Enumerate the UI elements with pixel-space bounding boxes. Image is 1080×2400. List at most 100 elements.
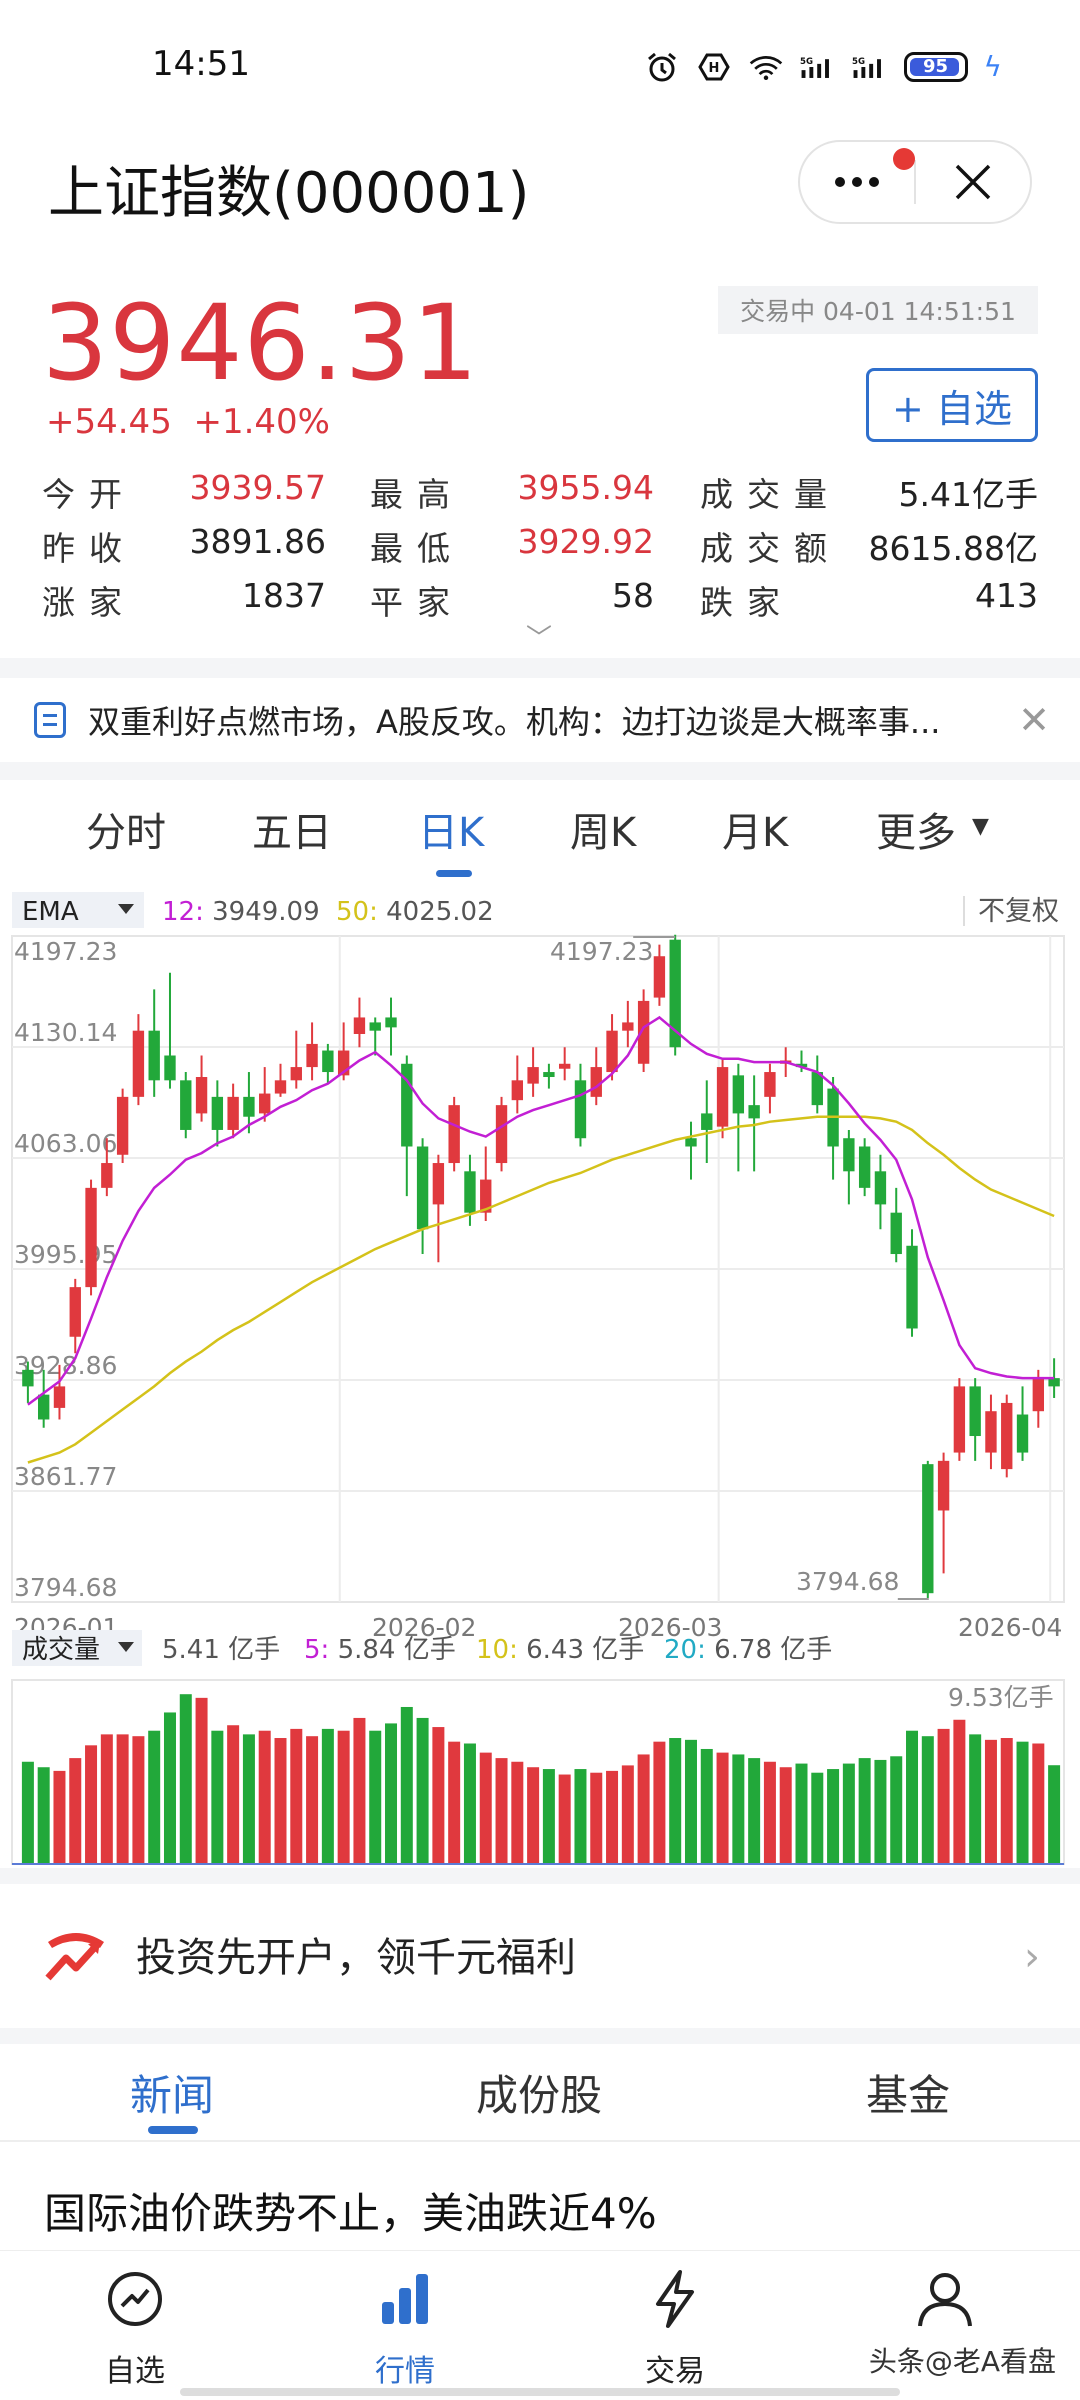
volume-bar xyxy=(763,1761,776,1864)
home-indicator xyxy=(180,2388,900,2396)
nav-item-4[interactable]: 我的 xyxy=(810,2254,1080,2400)
more-dots-icon xyxy=(835,177,879,187)
y-tick-label: 4130.14 xyxy=(14,1018,117,1047)
candle-up xyxy=(85,1187,97,1288)
volume-bar xyxy=(337,1730,350,1864)
volume-bar xyxy=(637,1754,650,1864)
news-headline[interactable]: 国际油价跌势不止，美油跌近4% xyxy=(44,2189,657,2238)
stat-value: 5.41亿手 xyxy=(898,475,1038,514)
promo-banner[interactable]: 投资先开户，领千元福利 › xyxy=(0,1882,1080,2026)
content-tab-2[interactable]: 成份股 xyxy=(476,2071,603,2120)
y-tick-label: 4197.23 xyxy=(14,937,117,966)
volume-bar xyxy=(1016,1741,1029,1864)
candle-down xyxy=(148,1030,160,1081)
volume-bar xyxy=(132,1736,145,1864)
kline-chart[interactable]: EMA 12: 3949.09 50: 4025.02 不复权 4197.23 4130.… xyxy=(0,880,1080,1880)
volume-label: 成交量 xyxy=(22,1635,100,1665)
volume-bar xyxy=(69,1758,82,1864)
add-watchlist-button[interactable]: + 自选 xyxy=(866,368,1038,442)
volume-bar xyxy=(163,1712,176,1864)
volume-bar xyxy=(953,1719,966,1864)
content-tab-3[interactable]: 基金 xyxy=(866,2071,951,2120)
candle-down xyxy=(969,1386,981,1437)
volume-bar xyxy=(37,1767,50,1864)
news-ticker[interactable]: 双重利好点燃市场，A股反攻。机构：边打边谈是大概率事... ✕ xyxy=(0,680,1080,760)
volume-bar xyxy=(179,1694,192,1864)
volume-bar xyxy=(558,1774,571,1864)
alarm-icon xyxy=(644,51,680,83)
candle-up xyxy=(432,1163,445,1205)
page-title: 上证指数(000001) xyxy=(48,161,530,226)
close-button[interactable] xyxy=(916,142,1030,222)
stat-label: 今开 xyxy=(42,475,136,514)
volume-ma20-label: 20: 6.78 亿手 xyxy=(664,1635,832,1665)
expand-chevron-icon[interactable]: ﹀ xyxy=(526,624,553,654)
candle-up xyxy=(274,1080,287,1094)
candle-down xyxy=(906,1245,918,1329)
tab-6[interactable]: 更多 xyxy=(876,810,956,856)
trend-circle-icon xyxy=(102,2266,168,2332)
candle-down xyxy=(669,939,681,1048)
ema12-line xyxy=(27,1015,1055,1406)
candle-up xyxy=(259,1093,271,1114)
x-tick-label: 2026-02 xyxy=(372,1613,476,1642)
volume-bar xyxy=(969,1734,982,1864)
ticker-close-icon[interactable]: ✕ xyxy=(1018,698,1050,742)
candle-down xyxy=(890,1212,902,1255)
candle-up xyxy=(495,1105,508,1164)
tab-3[interactable]: 日K xyxy=(418,810,485,856)
svg-text:5G: 5G xyxy=(800,56,813,66)
volume-selector xyxy=(12,1630,142,1666)
section-divider xyxy=(0,1868,1080,1884)
candle-down xyxy=(922,1464,934,1594)
candle-up xyxy=(195,1077,208,1114)
nav-item-1[interactable]: 自选 xyxy=(0,2254,270,2400)
price-change: +54.45 +1.40% xyxy=(46,402,330,442)
signal-icon-2: 5G xyxy=(852,51,888,83)
volume-bar xyxy=(700,1748,713,1864)
nav-item-3[interactable]: 交易 xyxy=(540,2254,810,2400)
dropdown-caret-icon xyxy=(118,904,134,914)
volume-bar xyxy=(1000,1738,1013,1864)
content-tab-1[interactable]: 新闻 xyxy=(130,2071,215,2120)
tencent-logo xyxy=(44,1922,108,1986)
volume-bar xyxy=(906,1730,919,1864)
nav-item-2[interactable]: 行情 xyxy=(270,2254,540,2400)
stat-value: 3929.92 xyxy=(517,522,654,561)
tab-5[interactable]: 月K xyxy=(722,810,789,856)
candle-up xyxy=(764,1072,776,1097)
volume-bar xyxy=(479,1752,492,1864)
volume-bar xyxy=(684,1739,697,1864)
volume-bar xyxy=(321,1728,334,1864)
lightning-icon xyxy=(642,2266,708,2332)
volume-bar xyxy=(369,1730,382,1864)
wifi-icon xyxy=(748,51,784,83)
volume-bar xyxy=(984,1739,997,1864)
stat-label: 跌家 xyxy=(700,583,794,622)
volume-bar xyxy=(574,1769,587,1864)
volume-bar xyxy=(653,1741,666,1864)
tab-2[interactable]: 五日 xyxy=(252,810,332,856)
max-price-label: 4197.23 xyxy=(550,937,653,966)
volume-bar xyxy=(606,1770,619,1864)
dropdown-caret-icon xyxy=(118,1642,134,1652)
dropdown-caret-icon: ▼ xyxy=(972,814,989,839)
tab-1[interactable]: 分时 xyxy=(86,810,166,856)
period-tab-indicator xyxy=(436,870,472,877)
volume-bar xyxy=(858,1758,871,1864)
status-time: 14:51 xyxy=(152,44,250,84)
battery-icon: 95 xyxy=(903,51,968,82)
candle-down xyxy=(211,1096,224,1130)
ema50-line xyxy=(27,1115,1055,1464)
indicator-label: EMA xyxy=(22,897,79,927)
candle-down xyxy=(795,1063,808,1068)
candle-down xyxy=(843,1138,855,1172)
volume-bar xyxy=(116,1734,129,1864)
tab-4[interactable]: 周K xyxy=(570,810,637,856)
candle-up xyxy=(637,1000,650,1064)
volume-bar xyxy=(290,1728,303,1864)
candle-down xyxy=(1016,1414,1029,1453)
candle-down xyxy=(732,1075,745,1114)
volume-bar xyxy=(385,1723,398,1864)
more-button[interactable] xyxy=(800,142,914,222)
